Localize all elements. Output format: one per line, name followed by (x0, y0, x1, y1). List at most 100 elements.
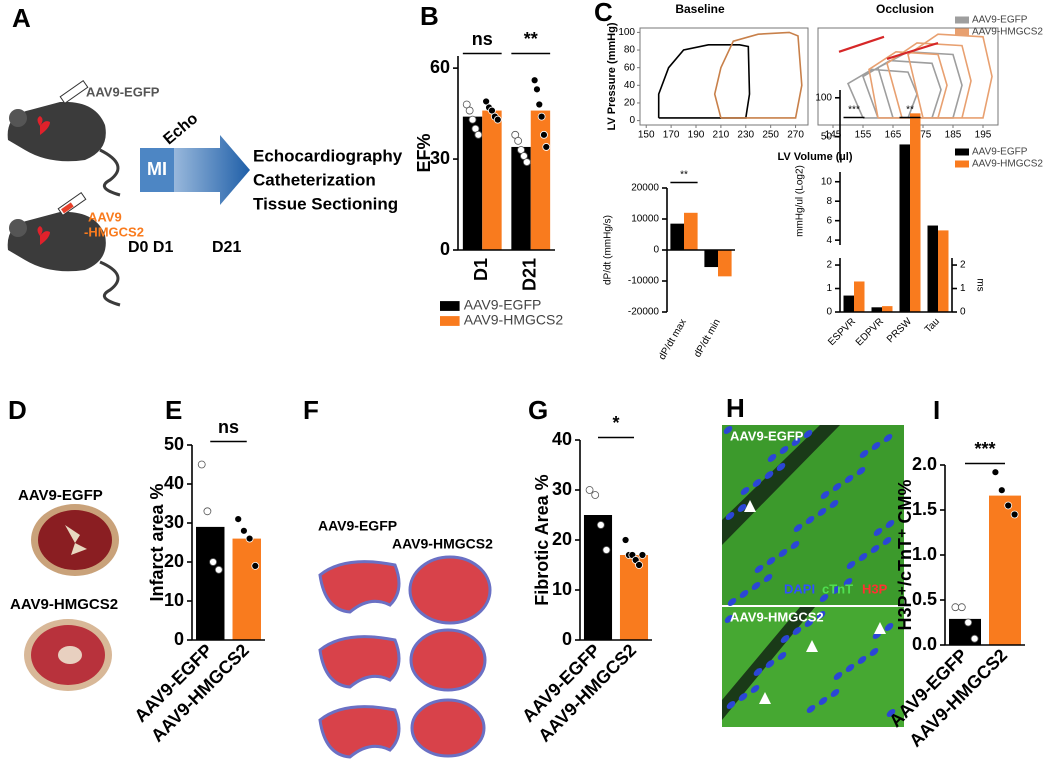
nucleus (883, 434, 893, 442)
y-tick-label: 20 (552, 529, 572, 549)
significance-label: ** (906, 105, 914, 116)
nucleus (753, 668, 763, 676)
y2-tick-label: 2 (960, 260, 966, 271)
heart-section (24, 619, 112, 691)
panel-label: H (726, 393, 745, 423)
bar (989, 495, 1021, 645)
nucleus (750, 685, 760, 693)
bar (882, 306, 893, 312)
y-tick-label: 40 (164, 473, 184, 493)
bar (927, 225, 938, 312)
schematic-label: MI (147, 159, 167, 179)
nucleus (859, 450, 869, 458)
significance-label: ** (524, 29, 538, 49)
y2-tick-label: 0 (960, 307, 966, 318)
data-point (514, 136, 523, 145)
nucleus (793, 524, 803, 532)
bar (530, 110, 551, 250)
nucleus (776, 463, 786, 471)
stain-label: H3P (862, 581, 888, 596)
y-tick-label: 8 (826, 196, 832, 207)
nucleus (846, 561, 856, 569)
nucleus (727, 598, 737, 606)
nucleus (857, 656, 867, 664)
nucleus (882, 537, 892, 545)
legend-label: AAV9-EGFP (972, 147, 1028, 158)
nucleus (751, 582, 761, 590)
x-tick-label: 230 (737, 130, 754, 141)
data-point (970, 634, 979, 643)
y-tick-label: 40 (624, 80, 636, 91)
nucleus (739, 590, 749, 598)
nucleus (738, 693, 748, 701)
y-tick-label: 0 (562, 629, 572, 649)
nucleus (829, 500, 839, 508)
y-tick-label: 0.0 (912, 634, 937, 654)
legend-label: AAV9-HMGCS2 (464, 312, 564, 328)
data-point (596, 521, 605, 529)
data-point (251, 562, 260, 570)
bar (670, 223, 684, 250)
y-tick-label: 20 (624, 98, 636, 109)
y-tick-label: 100 (618, 27, 635, 38)
data-point (951, 603, 960, 612)
y-tick-label: 50 (821, 131, 833, 142)
data-point (522, 158, 531, 166)
data-point (638, 551, 647, 559)
nucleus (873, 528, 883, 536)
data-point (465, 106, 474, 115)
x-tick-label: dP/dt min (692, 317, 723, 359)
nucleus (869, 648, 879, 656)
nucleus (765, 660, 775, 668)
schematic-label: AAV9-EGFP (86, 84, 160, 99)
x-tick-label: 210 (713, 130, 730, 141)
x-tick-label: 170 (663, 130, 680, 141)
x-tick-label: EDPVR (854, 316, 886, 348)
bar (583, 515, 613, 640)
data-point (493, 115, 502, 124)
y-tick-label: 40 (552, 429, 572, 449)
nucleus (740, 487, 750, 495)
y-tick-label: 0 (174, 629, 184, 649)
bar (718, 250, 732, 277)
nucleus (726, 701, 736, 709)
legend-label: AAV9-EGFP (972, 15, 1028, 26)
trichrome-sections (318, 555, 492, 759)
arrowheads (744, 500, 886, 704)
nucleus (871, 442, 881, 450)
x-tick-label: D21 (520, 258, 540, 291)
y-axis-label: Infarct area % (147, 483, 167, 601)
significance-label: * (612, 413, 619, 433)
nucleus (790, 541, 800, 549)
image-label: AAV9-EGFP (18, 487, 103, 504)
data-point (537, 112, 546, 121)
y-tick-label: 30 (552, 479, 572, 499)
nucleus (767, 454, 777, 462)
nucleus (886, 709, 896, 717)
y-tick-label: 80 (624, 45, 636, 56)
nucleus (791, 438, 801, 446)
y-axis-label: LV Pressure (mmHg) (606, 22, 618, 130)
significance-label: *** (848, 105, 860, 116)
x-tick-label: 175 (915, 130, 932, 141)
mouse (7, 79, 121, 197)
nucleus (843, 578, 853, 586)
nucleus (816, 611, 826, 619)
nucleus (792, 627, 802, 635)
bar (232, 538, 261, 640)
y-tick-label: 60 (430, 57, 450, 77)
schematic-label: Echo (160, 110, 201, 148)
x-tick-label: 155 (855, 130, 872, 141)
x-tick-label: 185 (945, 130, 962, 141)
significance-label: ** (680, 170, 688, 181)
y-tick-label: 50 (164, 434, 184, 454)
legend-label: AAV9-HMGCS2 (972, 159, 1043, 170)
schematic-label: D21 (212, 239, 241, 256)
x-tick-label: 145 (825, 130, 842, 141)
image-label: AAV9-EGFP (318, 518, 397, 534)
schematic-label: D0 D1 (128, 239, 173, 256)
panel-label: E (165, 395, 182, 425)
bar (619, 555, 649, 640)
plot-frame (639, 27, 809, 126)
bar (910, 113, 921, 312)
